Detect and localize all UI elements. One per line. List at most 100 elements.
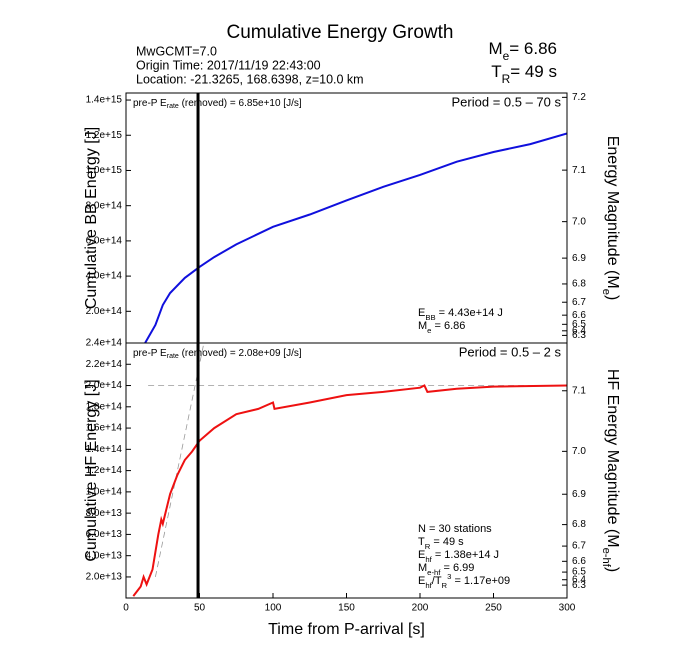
y-tick-label: 1.2e+15	[86, 130, 123, 141]
y-tick-label: 2.0e+13	[86, 572, 123, 583]
stat-line: N = 30 stations	[418, 523, 492, 535]
stat-line-part: E	[418, 307, 425, 319]
magnitude-part: M	[488, 39, 502, 58]
y-axis-label: Cumulative HF Energy [J]	[83, 379, 100, 561]
info-line: MwGCMT=7.0	[136, 44, 217, 58]
stat-line-part: hf	[425, 581, 432, 590]
y2-tick-label: 7.2	[572, 92, 586, 103]
stat-line-part: = 1.38e+14 J	[432, 549, 499, 561]
y-tick-label: 6.0e+13	[86, 529, 123, 540]
x-tick-label: 150	[338, 603, 355, 614]
x-tick-label: 50	[194, 603, 206, 614]
y-tick-label: 1.2e+14	[86, 465, 123, 476]
y2-tick-label: 6.7	[572, 541, 586, 552]
duration-part: = 49 s	[510, 62, 557, 81]
stat-line: Me-hf = 6.99	[418, 562, 474, 577]
y2-tick-label: 6.4	[572, 325, 586, 336]
y2-axis-label: Energy Magnitude (Me)	[600, 136, 621, 301]
note-right: Period = 0.5 – 2 s	[459, 344, 562, 359]
y2-tick-label: 6.9	[572, 489, 586, 500]
y2-axis-label-part: )	[604, 567, 621, 572]
duration: TR= 49 s	[491, 62, 557, 86]
note-left-part: rate	[167, 103, 179, 110]
y-tick-label: 2.0e+14	[86, 380, 123, 391]
y-tick-label: 4.0e+14	[86, 271, 123, 282]
data-line	[144, 132, 567, 343]
stat-line-part: M	[418, 320, 427, 332]
chart-title: Cumulative Energy Growth	[226, 22, 453, 43]
stat-line-part: BB	[425, 313, 435, 322]
stat-line-part: = 49 s	[430, 536, 464, 548]
y2-tick-label: 6.7	[572, 297, 586, 308]
frame	[125, 342, 568, 599]
note-left-part: pre-P E	[133, 348, 167, 359]
note-left: pre-P Erate (removed) = 2.08e+09 [J/s]	[133, 348, 302, 361]
y2-tick-label: 6.5	[572, 319, 586, 330]
y-tick-label: 1.0e+15	[86, 165, 123, 176]
note-left-part: (removed) = 6.85e+10 [J/s]	[179, 98, 302, 109]
y-tick-label: 8.0e+14	[86, 200, 123, 211]
y2-tick-label: 6.3	[572, 330, 586, 341]
stat-line: EBB = 4.43e+14 J	[418, 307, 503, 322]
stat-line-part: M	[418, 562, 427, 574]
data-line	[132, 384, 567, 597]
info-line: Origin Time: 2017/11/19 22:43:00	[136, 58, 321, 72]
y-tick-label: 2.4e+14	[86, 338, 123, 349]
y2-tick-label: 6.9	[572, 253, 586, 264]
stat-line-part: R	[425, 542, 431, 551]
note-left-part: rate	[167, 353, 179, 360]
y-tick-label: 1.4e+15	[86, 95, 123, 106]
stat-line-part: T	[418, 536, 425, 548]
stat-line: Ehf = 1.38e+14 J	[418, 549, 499, 564]
y-tick-label: 1.8e+14	[86, 401, 123, 412]
y2-tick-label: 6.8	[572, 279, 586, 290]
stat-line-part: E	[418, 575, 425, 587]
y2-axis-label-part: Energy Magnitude (M	[604, 136, 621, 289]
note-left: pre-P Erate (removed) = 6.85e+10 [J/s]	[133, 98, 302, 111]
x-axis-label: Time from P-arrival [s]	[268, 621, 425, 638]
stat-line-part: 3	[447, 572, 451, 581]
y2-tick-label: 7.1	[572, 165, 586, 176]
stat-line-part: E	[418, 549, 425, 561]
magnitude: Me= 6.86	[488, 39, 557, 63]
stat-line-part: = 4.43e+14 J	[436, 307, 503, 319]
magnitude-part: = 6.86	[509, 39, 557, 58]
y2-axis-label-part: )	[604, 295, 621, 300]
stat-line-part: = 6.86	[431, 320, 465, 332]
note-left-part: (removed) = 2.08e+09 [J/s]	[179, 348, 302, 359]
y2-tick-label: 6.6	[572, 310, 586, 321]
y2-tick-label: 6.6	[572, 556, 586, 567]
y2-axis-label-part: HF Energy Magnitude (M	[604, 369, 621, 548]
y-tick-label: 4.0e+13	[86, 550, 123, 561]
magnitude-part: e	[503, 49, 510, 63]
y-tick-label: 2.0e+14	[86, 306, 123, 317]
y2-tick-label: 7.0	[572, 446, 586, 457]
y-tick-label: 1.4e+14	[86, 444, 123, 455]
y2-axis-label-part: e-hf	[600, 548, 612, 568]
stat-line-part: = 1.17e+09	[451, 575, 510, 587]
y2-tick-label: 7.1	[572, 385, 586, 396]
y2-tick-label: 6.3	[572, 580, 586, 591]
stat-line-part: hf	[425, 555, 432, 564]
stat-line-part: N = 30 stations	[418, 523, 492, 535]
y-axis-label: Cumulative BB Energy [J]	[83, 127, 100, 309]
x-tick-label: 250	[485, 603, 502, 614]
duration-part: R	[502, 72, 511, 86]
x-tick-label: 0	[123, 603, 129, 614]
x-tick-label: 300	[559, 603, 576, 614]
x-tick-label: 100	[265, 603, 282, 614]
stat-line-part: R	[442, 581, 448, 590]
stat-line-part: e	[427, 326, 431, 335]
x-tick-label: 200	[412, 603, 429, 614]
y-tick-label: 6.0e+14	[86, 236, 123, 247]
y-tick-label: 1.6e+14	[86, 423, 123, 434]
y-tick-label: 8.0e+13	[86, 508, 123, 519]
stat-line-part: = 6.99	[440, 562, 474, 574]
stat-line-part: /T	[432, 575, 442, 587]
duration-part: T	[491, 62, 501, 81]
info-line: Location: -21.3265, 168.6398, z=10.0 km	[136, 72, 364, 86]
y2-axis-label: HF Energy Magnitude (Me-hf)	[600, 369, 621, 572]
stat-line: Me = 6.86	[418, 320, 465, 335]
note-right: Period = 0.5 – 70 s	[452, 94, 562, 109]
